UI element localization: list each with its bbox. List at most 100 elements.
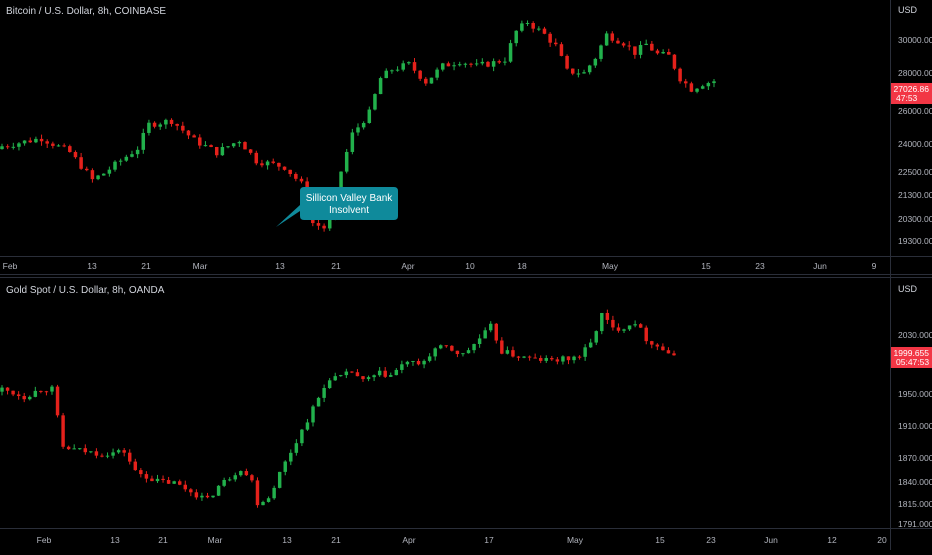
gold-y-tick-label: 1815.000 <box>898 499 932 509</box>
btc-last-price-tag: 27026.86 47:53 <box>891 83 932 104</box>
btc-price-axis[interactable]: 30000.00 28000.00 26000.00 24000.00 22500.00… <box>898 35 932 246</box>
gold-candle-body <box>311 406 315 423</box>
btc-candle-body <box>587 65 592 73</box>
gold-candle-body <box>527 356 532 358</box>
gold-candle-body <box>444 345 449 347</box>
gold-candle-body <box>583 347 587 357</box>
btc-currency-label: USD <box>898 5 918 15</box>
gold-candle-body <box>83 448 88 453</box>
btc-x-tick-label: 13 <box>275 261 285 271</box>
gold-candle-body <box>55 386 60 416</box>
btc-candle-body <box>407 62 411 64</box>
gold-candle-body <box>489 323 493 331</box>
btc-candle-body <box>531 23 535 29</box>
btc-candle-body <box>101 173 106 176</box>
btc-y-tick-label: 28000.00 <box>898 68 932 78</box>
gold-candle-body <box>133 461 138 471</box>
gold-candle-body <box>94 451 99 456</box>
btc-candle-body <box>390 70 394 72</box>
btc-candle-body <box>294 173 298 179</box>
btc-candle-body <box>356 127 360 133</box>
gold-x-tick-label: May <box>567 535 584 545</box>
gold-candle-body <box>50 386 54 392</box>
btc-candle-body <box>260 163 264 166</box>
gold-candle-body <box>611 319 615 328</box>
btc-time-axis[interactable]: Feb 13 21 Mar 13 21 Apr 10 18 May 15 23 Jun 9 <box>3 261 877 271</box>
gold-candle-body <box>355 372 360 377</box>
btc-candle-body <box>610 33 615 41</box>
gold-x-tick-label: 12 <box>827 535 837 545</box>
btc-candle-body <box>700 86 705 89</box>
gold-candle-body <box>616 327 621 331</box>
gold-candle-body <box>183 484 187 490</box>
btc-candle-body <box>491 61 496 67</box>
btc-candle-body <box>265 161 270 166</box>
btc-y-tick-label: 21300.00 <box>898 190 932 200</box>
btc-candle-body <box>68 146 72 153</box>
gold-candle-body <box>166 480 171 484</box>
gold-price-axis[interactable]: 2030.000 1950.000 1910.000 1870.000 1840.000… <box>898 330 932 529</box>
gold-candle-body <box>172 481 176 484</box>
gold-candle-body <box>572 356 576 361</box>
btc-candle-body <box>135 149 140 155</box>
gold-candle-body <box>666 350 671 354</box>
btc-candle-body <box>559 44 564 56</box>
btc-candle-body <box>401 63 405 70</box>
btc-candle-body <box>118 160 123 162</box>
btc-candle-body <box>175 123 179 126</box>
gold-candle-body <box>389 375 393 377</box>
btc-candle-body <box>22 140 27 144</box>
btc-candle-body <box>446 63 451 67</box>
gold-candle-body <box>494 323 499 341</box>
gold-y-tick-label: 1910.000 <box>898 421 932 431</box>
gold-candle-body <box>22 396 26 400</box>
gold-x-tick-label: 17 <box>484 535 494 545</box>
gold-candle-body <box>433 348 437 357</box>
gold-candle-body <box>305 422 310 430</box>
gold-countdown: 05:47:53 <box>896 357 929 367</box>
gold-candle-body <box>189 489 193 493</box>
btc-candle-body <box>474 63 479 65</box>
gold-candle-body <box>161 478 165 481</box>
gold-candle-body <box>344 371 349 376</box>
gold-candle-body <box>533 357 537 359</box>
gold-time-axis[interactable]: Feb 13 21 Mar 13 21 Apr 17 May 15 23 Jun 12 20 <box>37 535 887 545</box>
btc-candle-body <box>322 225 326 229</box>
gold-x-tick-label: Apr <box>402 535 415 545</box>
btc-candle-body <box>79 157 83 169</box>
gold-candle-body <box>622 329 626 331</box>
btc-candle-body <box>672 54 677 69</box>
gold-candle-body <box>28 396 32 400</box>
gold-candle-body <box>461 353 465 355</box>
btc-candle-body <box>706 83 711 87</box>
btc-candle-body <box>147 122 151 133</box>
btc-candle-body <box>508 43 513 62</box>
gold-candle-body <box>627 325 632 330</box>
btc-candle-body <box>695 88 699 92</box>
gold-candle-body <box>216 485 221 496</box>
gold-x-tick-label: 13 <box>282 535 292 545</box>
btc-candle-body <box>412 62 417 71</box>
gold-candle-body <box>661 346 665 351</box>
btc-candle-body <box>90 170 95 180</box>
btc-candle-body <box>17 143 21 147</box>
btc-x-tick-label: 9 <box>872 261 877 271</box>
btc-candle-body <box>469 63 473 65</box>
btc-candle-body <box>271 161 275 163</box>
gold-candle-body <box>294 443 299 453</box>
gold-candle-body <box>255 480 260 506</box>
btc-candle-body <box>214 146 219 156</box>
svb-callout[interactable]: Sillicon Valley Bank Insolvent <box>276 187 398 227</box>
gold-candle-body <box>316 397 321 407</box>
gold-candles <box>0 309 676 508</box>
btc-candle-body <box>277 162 281 167</box>
btc-candles <box>0 20 716 232</box>
gold-candle-body <box>5 387 10 391</box>
gold-candle-body <box>244 471 249 476</box>
btc-candle-body <box>73 152 78 158</box>
gold-candle-body <box>555 359 560 362</box>
btc-candle-body <box>181 125 185 131</box>
gold-candle-body <box>511 350 515 357</box>
